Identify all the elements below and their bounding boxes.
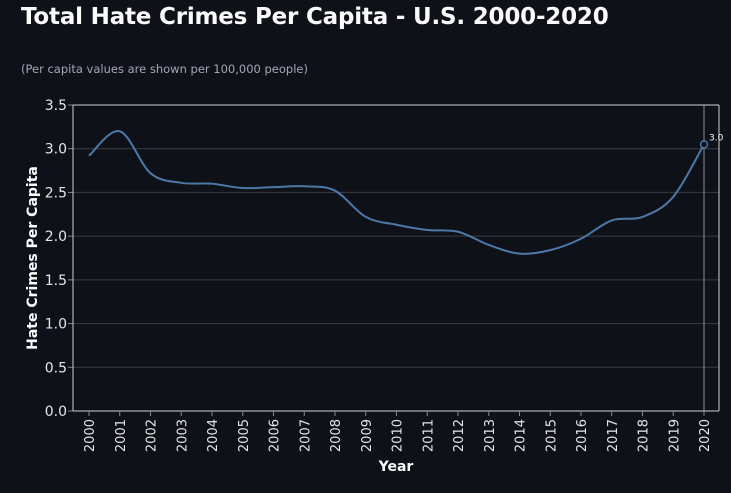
x-axis-title: Year [378,459,414,475]
tick-label-y: 1.5 [45,273,67,289]
data-point [456,230,460,234]
data-point [548,248,552,252]
tick-label-x: 2012 [452,419,467,452]
data-point [671,195,675,199]
data-point [302,184,306,188]
tick-label-y: 2.5 [45,185,67,201]
tick-label-x: 2008 [329,419,344,452]
series-layer [87,129,709,256]
data-point [579,237,583,241]
data-point [241,186,245,190]
tick-label-x: 2014 [514,419,529,452]
tick-label-x: 2004 [206,419,221,452]
tick-label-y: 3.0 [45,142,67,158]
tick-label-x: 2013 [483,419,498,452]
chart-title: Total Hate Crimes Per Capita - U.S. 2000… [21,4,609,30]
tick-label-x: 2010 [391,419,406,452]
tick-label-x: 2001 [114,419,129,452]
data-point [395,223,399,227]
data-point [487,243,491,247]
tick-label-x: 2020 [698,419,713,452]
tick-label-x: 2017 [606,419,621,452]
tick-label-x: 2003 [175,419,190,452]
tick-label-x: 2015 [544,419,559,452]
data-point [425,228,429,232]
tick-label-y: 1.0 [45,317,67,333]
data-point [272,185,276,189]
label-layer: 3.0 [709,133,724,143]
y-axis-title: Hate Crimes Per Capita [25,166,41,350]
data-label-end: 3.0 [709,133,724,143]
data-point [518,252,522,256]
data-point [641,215,645,219]
tick-label-y: 3.5 [45,98,67,114]
chart-subtitle: (Per capita values are shown per 100,000… [21,62,308,76]
tick-label-x: 2019 [667,419,682,452]
tick-label-y: 0.0 [45,404,67,420]
tick-label-x: 2002 [145,419,160,452]
tick-label-x: 2011 [421,419,436,452]
data-point [333,189,337,193]
tick-label-x: 2000 [83,419,98,452]
data-point [118,129,122,133]
data-point [149,171,153,175]
data-point [87,154,91,158]
tick-label-x: 2005 [237,419,252,452]
tick-label-x: 2018 [637,419,652,452]
tick-label-x: 2007 [298,419,313,452]
series-line [88,130,705,255]
data-point [364,215,368,219]
tick-label-x: 2016 [575,419,590,452]
tick-label-y: 2.0 [45,229,67,245]
data-point [179,181,183,185]
tick-label-x: 2006 [268,419,283,452]
axis-layer: 0.0 0.5 1.0 1.5 2.0 2.5 3.0 3.5 2000 2001 2002 2003… [25,98,720,475]
tick-label-x: 2009 [360,419,375,452]
data-point [699,140,709,149]
tick-label-y: 0.5 [45,360,67,376]
data-point [610,218,614,222]
data-point [210,182,214,186]
grid-layer [73,104,719,411]
